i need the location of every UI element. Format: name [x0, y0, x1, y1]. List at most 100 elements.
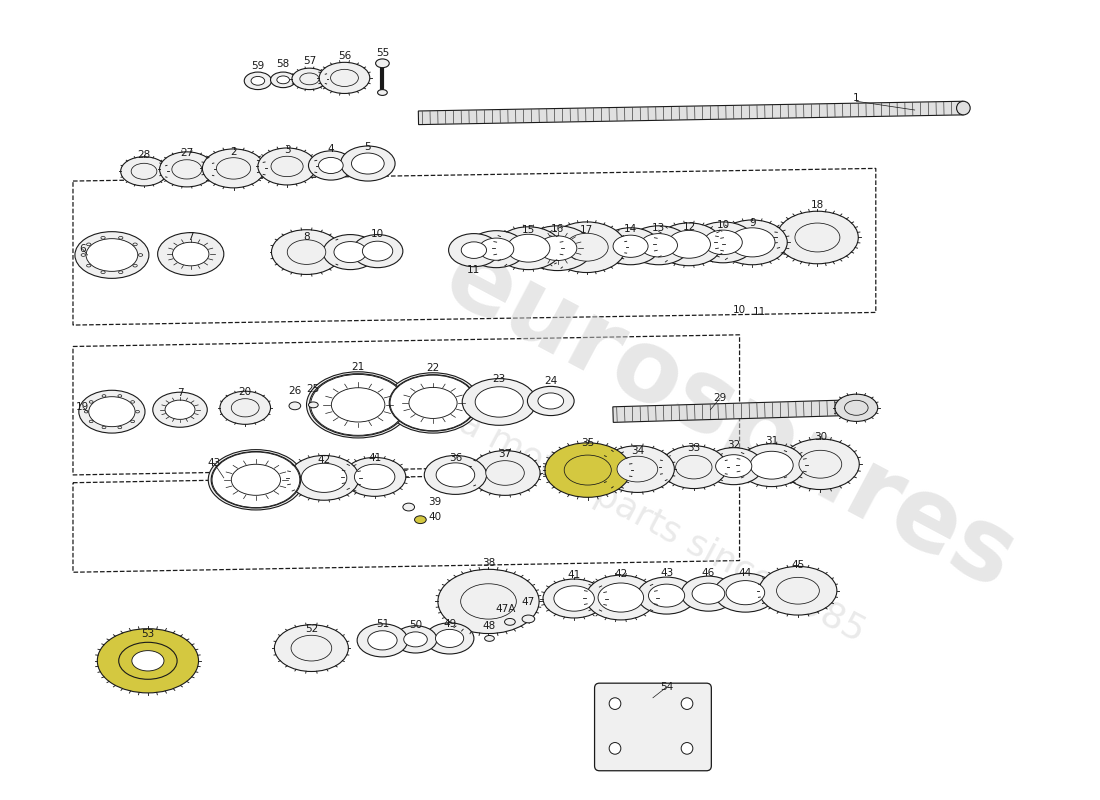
- Ellipse shape: [271, 156, 304, 177]
- Ellipse shape: [89, 420, 94, 422]
- Ellipse shape: [135, 410, 140, 413]
- Ellipse shape: [289, 455, 359, 500]
- Text: 41: 41: [568, 570, 581, 580]
- Text: eurospares: eurospares: [428, 228, 1032, 610]
- Ellipse shape: [486, 461, 525, 486]
- Ellipse shape: [548, 222, 626, 273]
- Ellipse shape: [341, 146, 395, 181]
- Ellipse shape: [220, 391, 271, 424]
- Text: 14: 14: [624, 224, 637, 234]
- Ellipse shape: [436, 630, 464, 647]
- Ellipse shape: [257, 148, 317, 185]
- Ellipse shape: [522, 615, 535, 623]
- Ellipse shape: [85, 410, 88, 413]
- Ellipse shape: [704, 448, 763, 485]
- Text: 52: 52: [305, 624, 318, 634]
- Ellipse shape: [217, 158, 251, 179]
- Ellipse shape: [692, 583, 725, 604]
- Ellipse shape: [133, 243, 138, 246]
- Text: 42: 42: [318, 455, 331, 466]
- Text: 45: 45: [791, 561, 804, 570]
- Ellipse shape: [390, 375, 476, 430]
- Text: 26: 26: [288, 386, 301, 396]
- Ellipse shape: [75, 232, 148, 278]
- Text: 6: 6: [79, 244, 86, 254]
- Ellipse shape: [781, 439, 859, 490]
- Ellipse shape: [153, 392, 207, 427]
- Text: 55: 55: [376, 48, 389, 58]
- Text: 2: 2: [230, 147, 236, 157]
- Ellipse shape: [323, 234, 377, 270]
- Text: 17: 17: [580, 225, 593, 234]
- Text: 12: 12: [682, 222, 695, 232]
- Ellipse shape: [799, 450, 842, 478]
- Ellipse shape: [777, 578, 820, 604]
- Ellipse shape: [505, 618, 515, 626]
- Text: 18: 18: [811, 200, 824, 210]
- Ellipse shape: [845, 400, 868, 415]
- Text: 30: 30: [814, 432, 827, 442]
- Text: 22: 22: [427, 363, 440, 373]
- Text: 33: 33: [688, 442, 701, 453]
- Text: 21: 21: [352, 362, 365, 372]
- Ellipse shape: [157, 233, 223, 275]
- Text: 10: 10: [371, 229, 384, 238]
- Ellipse shape: [292, 68, 327, 90]
- Text: 20: 20: [239, 387, 252, 398]
- Ellipse shape: [538, 236, 576, 261]
- Ellipse shape: [704, 230, 742, 254]
- Ellipse shape: [564, 455, 612, 485]
- Ellipse shape: [231, 398, 260, 417]
- Ellipse shape: [461, 242, 486, 258]
- Text: 31: 31: [764, 436, 779, 446]
- Ellipse shape: [272, 230, 342, 274]
- Ellipse shape: [331, 70, 359, 86]
- Text: 39: 39: [428, 497, 441, 507]
- Ellipse shape: [394, 626, 437, 653]
- Ellipse shape: [538, 393, 563, 409]
- Ellipse shape: [527, 386, 574, 415]
- Ellipse shape: [367, 630, 397, 650]
- Text: 35: 35: [581, 438, 594, 448]
- Ellipse shape: [543, 579, 605, 618]
- Ellipse shape: [287, 240, 326, 264]
- Ellipse shape: [681, 742, 693, 754]
- Ellipse shape: [310, 374, 406, 435]
- Ellipse shape: [485, 635, 494, 642]
- Text: 10: 10: [733, 306, 746, 315]
- Ellipse shape: [656, 223, 722, 266]
- Text: 47: 47: [521, 598, 535, 607]
- Ellipse shape: [119, 237, 123, 239]
- Ellipse shape: [649, 584, 684, 607]
- Text: 11: 11: [752, 307, 766, 318]
- Text: 34: 34: [630, 446, 644, 456]
- Ellipse shape: [308, 151, 353, 180]
- Ellipse shape: [461, 584, 516, 619]
- Ellipse shape: [271, 72, 296, 88]
- FancyBboxPatch shape: [595, 683, 712, 770]
- Ellipse shape: [598, 583, 644, 612]
- Text: 29: 29: [714, 393, 727, 403]
- Ellipse shape: [165, 400, 195, 419]
- Ellipse shape: [87, 243, 91, 246]
- Ellipse shape: [495, 226, 561, 270]
- Ellipse shape: [462, 378, 536, 426]
- Ellipse shape: [957, 102, 970, 115]
- Ellipse shape: [717, 220, 788, 265]
- Ellipse shape: [470, 450, 540, 495]
- Ellipse shape: [661, 446, 727, 489]
- Text: 47A: 47A: [496, 604, 516, 614]
- Ellipse shape: [386, 373, 480, 433]
- Ellipse shape: [415, 516, 426, 523]
- Ellipse shape: [87, 264, 91, 267]
- Text: 25: 25: [307, 384, 320, 394]
- Ellipse shape: [738, 444, 805, 486]
- Ellipse shape: [231, 464, 280, 495]
- Ellipse shape: [681, 576, 736, 611]
- Ellipse shape: [613, 235, 648, 258]
- Text: 53: 53: [141, 629, 154, 638]
- Text: 46: 46: [702, 568, 715, 578]
- Ellipse shape: [119, 271, 123, 274]
- Ellipse shape: [101, 237, 106, 239]
- Ellipse shape: [475, 386, 524, 417]
